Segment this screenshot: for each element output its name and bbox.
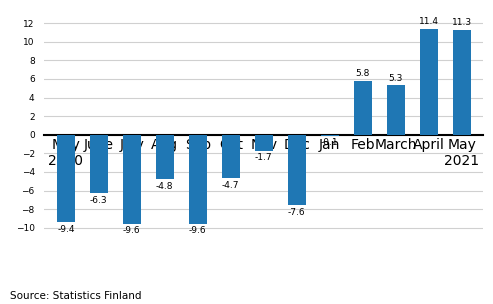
Bar <box>222 135 240 178</box>
Text: Source: Statistics Finland: Source: Statistics Finland <box>10 291 141 301</box>
Text: -7.6: -7.6 <box>288 208 306 217</box>
Text: 5.3: 5.3 <box>388 74 403 83</box>
Text: -4.7: -4.7 <box>222 181 240 190</box>
Text: -9.4: -9.4 <box>57 225 74 233</box>
Text: 11.3: 11.3 <box>452 18 472 27</box>
Text: -1.7: -1.7 <box>255 153 273 162</box>
Bar <box>189 135 207 224</box>
Text: -0.1: -0.1 <box>321 138 339 147</box>
Bar <box>156 135 174 179</box>
Bar <box>288 135 306 206</box>
Bar <box>453 29 471 135</box>
Text: -9.6: -9.6 <box>123 226 141 235</box>
Bar <box>90 135 108 193</box>
Bar <box>255 135 273 150</box>
Bar <box>123 135 141 224</box>
Bar <box>320 135 339 136</box>
Text: -6.3: -6.3 <box>90 196 107 205</box>
Text: 11.4: 11.4 <box>419 17 439 26</box>
Text: 5.8: 5.8 <box>355 69 370 78</box>
Bar <box>57 135 75 222</box>
Text: -9.6: -9.6 <box>189 226 207 235</box>
Bar <box>387 85 405 135</box>
Text: -4.8: -4.8 <box>156 182 174 191</box>
Bar <box>420 29 438 135</box>
Bar <box>353 81 372 135</box>
